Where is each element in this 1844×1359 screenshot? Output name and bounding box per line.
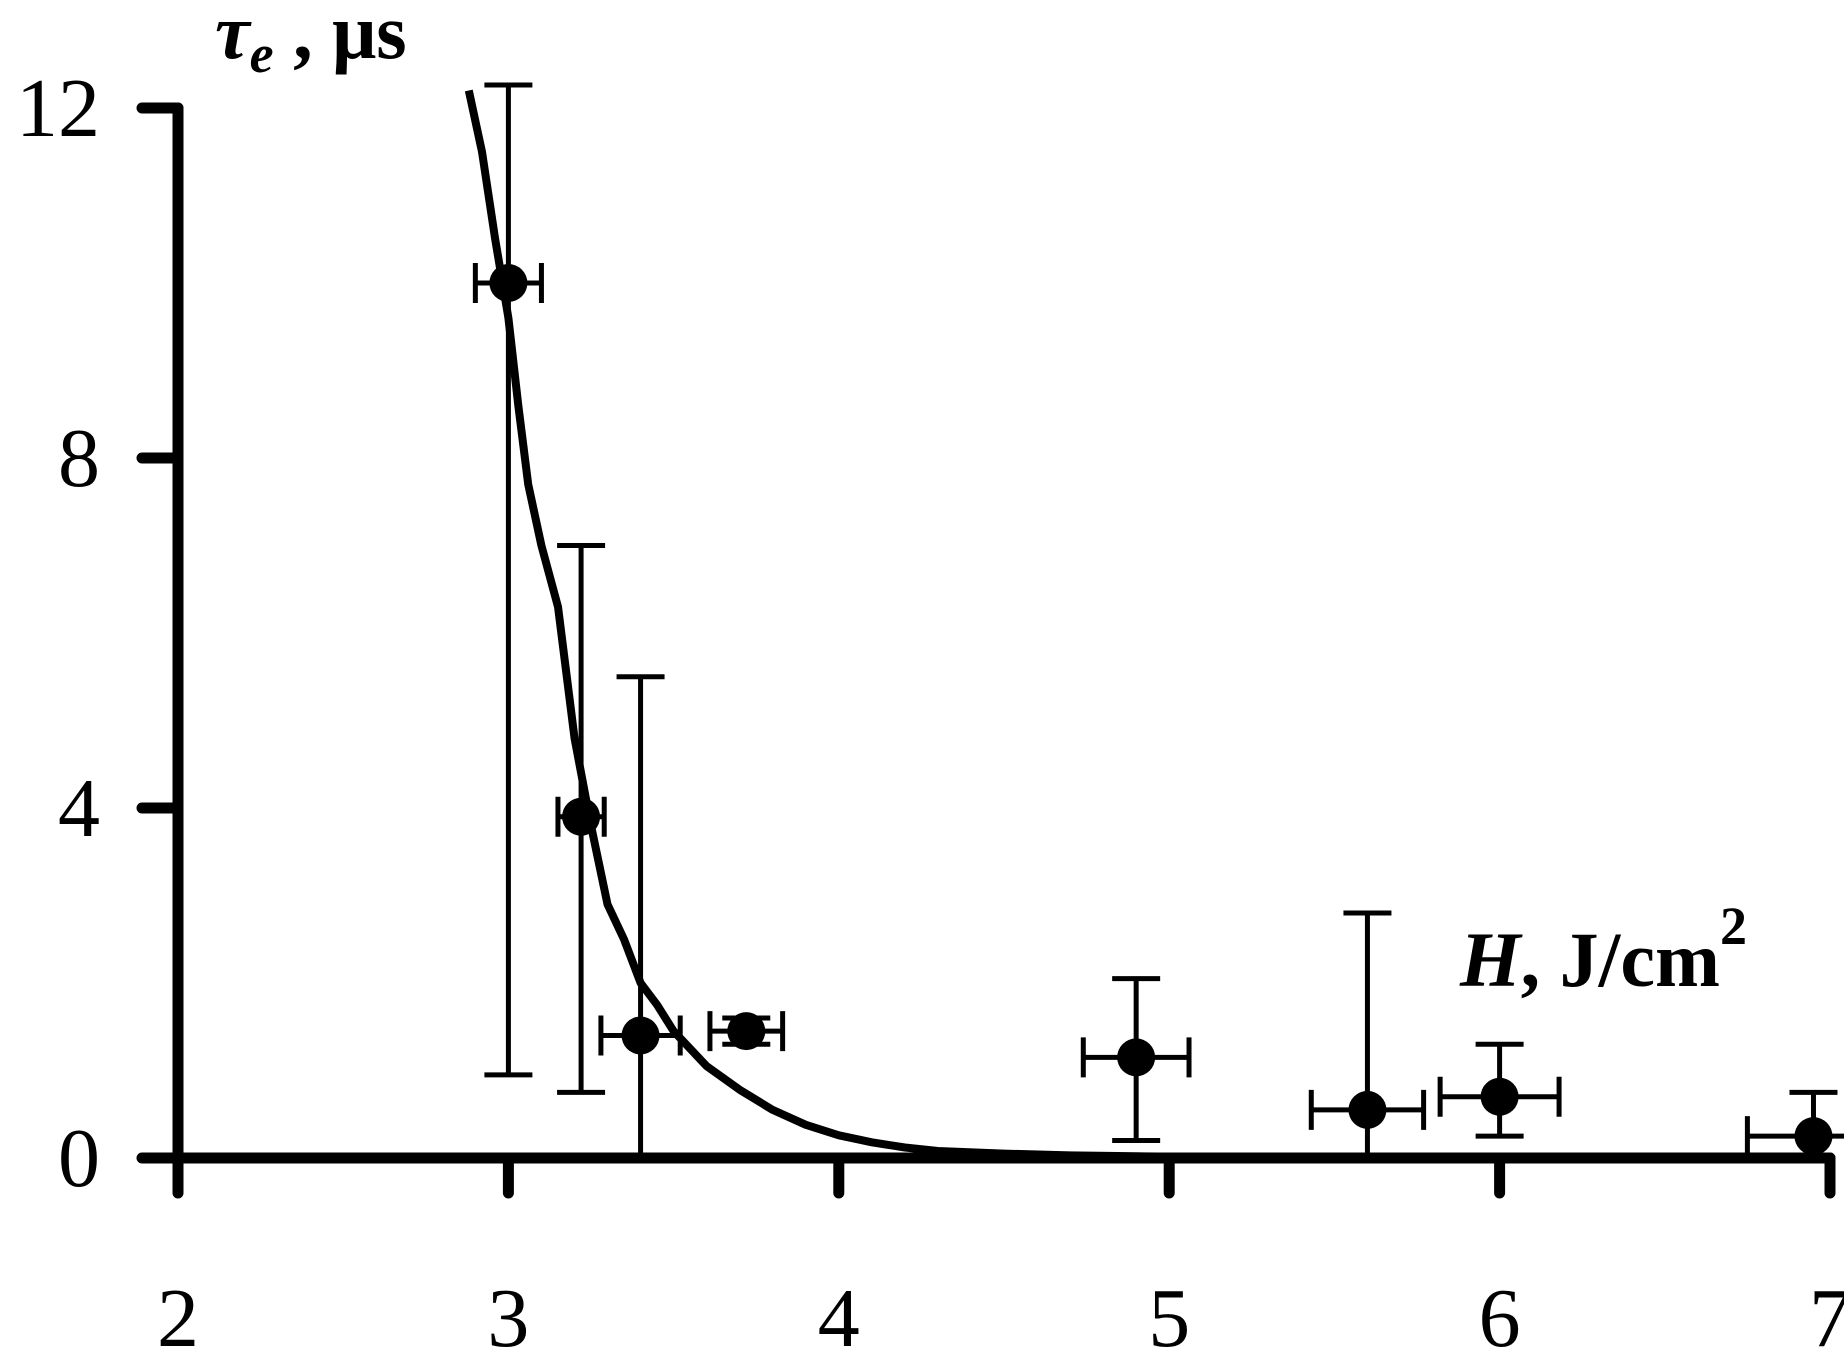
data-marker <box>1794 1117 1833 1156</box>
y-tick-label: 4 <box>58 762 100 855</box>
x-axis-title: H, J/cm2 <box>1459 896 1747 1003</box>
x-tick-label: 5 <box>1148 1272 1190 1359</box>
fit-curve <box>464 89 1830 1162</box>
y-tick-label: 0 <box>58 1112 100 1205</box>
fit-curve-line <box>464 89 1830 1162</box>
x-tick-label: 3 <box>487 1272 529 1359</box>
data-marker <box>1480 1077 1519 1116</box>
data-point <box>1308 910 1427 1158</box>
data-marker <box>489 264 528 302</box>
y-tick-label: 12 <box>16 62 100 155</box>
x-tick-label: 7 <box>1809 1272 1844 1359</box>
data-point <box>1437 1041 1562 1139</box>
x-tick-label: 6 <box>1479 1272 1521 1359</box>
data-point <box>555 543 607 1095</box>
data-point <box>1080 976 1192 1143</box>
data-marker <box>1348 1090 1387 1129</box>
data-point <box>598 674 683 1158</box>
x-tick-label: 4 <box>818 1272 860 1359</box>
x-tick-label: 2 <box>157 1272 199 1359</box>
data-marker <box>727 1012 766 1051</box>
data-marker <box>562 797 601 836</box>
y-tick-label: 8 <box>58 412 100 505</box>
data-point <box>1744 1089 1844 1158</box>
tick-labels: 0 4 8 12 2 3 4 5 6 7 <box>16 62 1844 1359</box>
data-marker <box>1117 1038 1156 1077</box>
data-point <box>472 82 544 1078</box>
y-axis-title: τe , μs <box>215 0 407 84</box>
data-points <box>472 82 1844 1158</box>
data-marker <box>621 1016 660 1055</box>
data-point <box>707 1011 786 1052</box>
axes <box>136 102 1836 1199</box>
